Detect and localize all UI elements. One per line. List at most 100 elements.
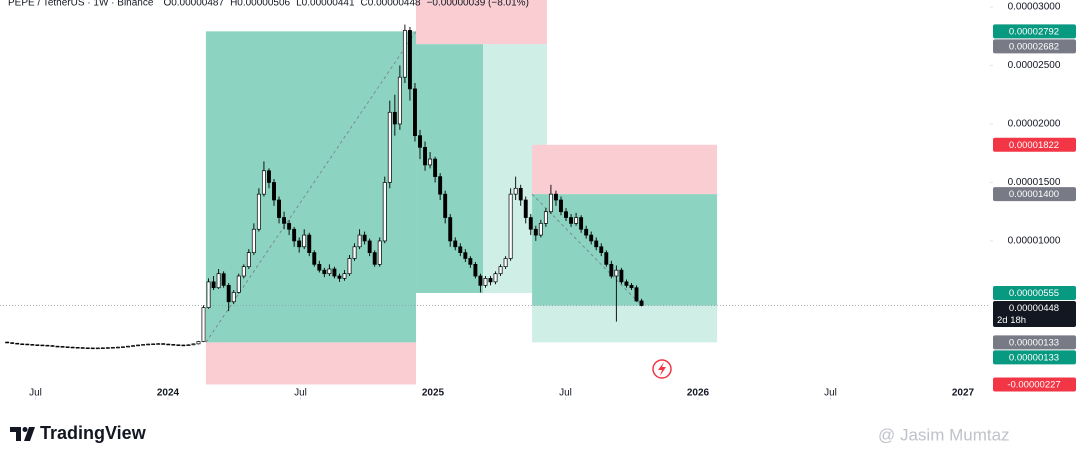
candle-down bbox=[579, 217, 584, 230]
ohlc-value: C0.00000448 bbox=[361, 0, 421, 9]
candle-up bbox=[196, 341, 201, 345]
candle-down bbox=[30, 344, 35, 346]
candle-up bbox=[352, 246, 357, 259]
candle-up bbox=[513, 187, 518, 195]
candle-down bbox=[181, 344, 186, 347]
candle-up bbox=[503, 258, 508, 268]
candle-up bbox=[538, 223, 543, 236]
candle-up bbox=[574, 217, 579, 224]
candle-down bbox=[629, 285, 634, 289]
price-tag-label: 0.00000448 bbox=[1009, 303, 1059, 314]
candle-down bbox=[161, 343, 166, 345]
candle-up bbox=[141, 344, 146, 346]
profit-zone bbox=[532, 194, 718, 306]
candle-down bbox=[594, 240, 599, 248]
candle-down bbox=[70, 346, 75, 349]
candle-down bbox=[171, 344, 176, 346]
candle-up bbox=[614, 269, 619, 277]
candle-up bbox=[156, 343, 161, 345]
candle-down bbox=[65, 346, 70, 348]
replay-icon bbox=[652, 359, 672, 379]
price-tag-label: 0.00002792 bbox=[1009, 26, 1059, 37]
price-tag-label: 0.00002682 bbox=[1009, 41, 1059, 52]
candle-down bbox=[272, 182, 276, 201]
candle-down bbox=[518, 187, 523, 201]
candle-up bbox=[397, 76, 402, 125]
candle-down bbox=[392, 111, 397, 125]
candle-down bbox=[322, 269, 327, 275]
price-tag-label: 0.00000133 bbox=[1009, 337, 1059, 348]
candle-down bbox=[20, 343, 25, 346]
candle-down bbox=[589, 234, 594, 242]
candle-up bbox=[543, 211, 548, 224]
candle-down bbox=[40, 344, 45, 347]
price-tag-label: 0.00001822 bbox=[1009, 140, 1059, 151]
candle-up bbox=[216, 273, 221, 289]
brand: TradingView bbox=[40, 423, 147, 443]
axes: 0.00001000 0.00001500 0.00002000 0.00002500… bbox=[29, 2, 1076, 400]
candle-up bbox=[115, 346, 120, 349]
candle-down bbox=[564, 211, 568, 218]
candle-down bbox=[267, 170, 271, 183]
candle-down bbox=[528, 217, 533, 230]
candle-up bbox=[95, 347, 100, 350]
candle-down bbox=[463, 252, 468, 259]
candle-up bbox=[382, 182, 387, 242]
candle-down bbox=[423, 147, 427, 166]
candle-down bbox=[312, 252, 317, 265]
candle-down bbox=[85, 347, 90, 349]
ohlc-value: L0.00000441 bbox=[296, 0, 355, 9]
symbol: PEPE / TetherUS · 1W · Binance bbox=[8, 0, 154, 9]
candle-up bbox=[151, 343, 156, 346]
candle-down bbox=[5, 341, 10, 344]
price-tag bbox=[993, 335, 1076, 350]
candles bbox=[5, 24, 644, 350]
loss-zone bbox=[416, 0, 547, 45]
price-tag bbox=[993, 350, 1076, 365]
position-tools bbox=[0, 0, 990, 385]
candle-down bbox=[211, 281, 216, 289]
candle-down bbox=[15, 342, 20, 345]
candle-up bbox=[327, 268, 332, 275]
candle-up bbox=[347, 258, 352, 275]
candle-down bbox=[553, 193, 558, 201]
candle-up bbox=[136, 344, 141, 347]
candle-down bbox=[35, 344, 40, 346]
x-tick-label: 2026 bbox=[687, 388, 710, 399]
candle-down bbox=[176, 344, 181, 346]
profit-zone-open bbox=[532, 305, 718, 343]
candle-down bbox=[297, 240, 302, 248]
candle-down bbox=[488, 278, 493, 283]
candle-down bbox=[332, 268, 337, 277]
candle-down bbox=[599, 246, 604, 253]
candle-down bbox=[468, 258, 473, 265]
price-tag-label: -0.00000227 bbox=[1007, 379, 1060, 390]
price-tag bbox=[993, 137, 1076, 152]
candle-down bbox=[407, 30, 412, 90]
watermark: @ Jasim Mumtaz bbox=[878, 425, 1010, 444]
candle-up bbox=[377, 240, 382, 265]
ohlc-value: O0.00000487 bbox=[163, 0, 224, 9]
candle-up bbox=[548, 193, 553, 213]
candle-down bbox=[362, 234, 367, 242]
candle-down bbox=[569, 217, 574, 224]
candle-down bbox=[221, 273, 226, 286]
candle-up bbox=[191, 343, 196, 346]
candle-down bbox=[413, 88, 417, 137]
y-tick-label: 0.00003000 bbox=[1008, 2, 1061, 13]
candle-down bbox=[458, 246, 463, 253]
trade-path bbox=[205, 31, 417, 343]
profit-zone bbox=[416, 44, 484, 293]
candle-up bbox=[131, 345, 135, 347]
candle-down bbox=[277, 199, 281, 218]
candle-up bbox=[231, 292, 236, 303]
candle-down bbox=[624, 281, 629, 286]
candle-down bbox=[584, 228, 589, 236]
candle-down bbox=[10, 342, 15, 344]
loss-zone bbox=[532, 144, 718, 195]
candle-up bbox=[357, 234, 362, 248]
x-tick-label: 2027 bbox=[952, 388, 975, 399]
x-tick-label: Jul bbox=[29, 388, 42, 399]
candle-down bbox=[367, 240, 372, 253]
